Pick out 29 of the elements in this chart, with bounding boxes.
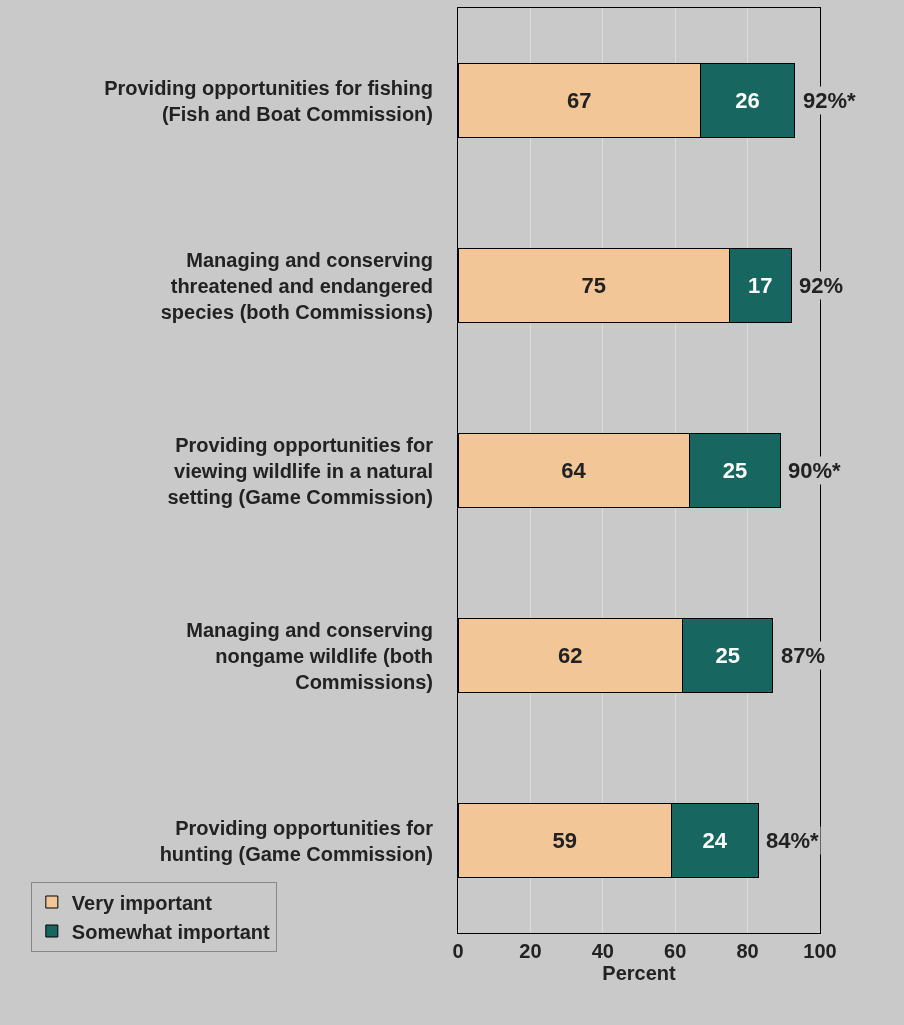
x-tick-label: 20 (519, 940, 542, 962)
data-label: 75 (581, 273, 606, 298)
total-label: 90%* (788, 458, 842, 483)
x-tick-label: 80 (736, 940, 759, 962)
legend-label: Very important (71, 891, 213, 914)
y-tick-label: Providing opportunities for viewing wildlife in a natural setting (Game Commission) (167, 433, 434, 508)
legend-label: Somewhat important (71, 920, 270, 943)
x-tick-label: 0 (452, 940, 464, 962)
x-axis-title: Percent (602, 962, 677, 984)
data-label: 62 (557, 643, 583, 668)
y-tick-label: Providing opportunities for hunting (Game Commission) (159, 816, 434, 865)
total-label: 84%* (766, 828, 820, 853)
y-tick-label: Managing and conserving threatened and endangered species (both Commissions) (160, 248, 433, 323)
data-label: 26 (735, 88, 760, 113)
y-tick-label: Providing opportunities for fishing (Fish and Boat Commission) (104, 76, 433, 125)
data-label: 24 (702, 828, 728, 853)
total-label: 87% (781, 643, 826, 668)
data-label: 25 (715, 643, 740, 668)
data-label: 17 (748, 273, 773, 298)
data-label: 64 (561, 458, 587, 483)
data-label: 67 (567, 88, 592, 113)
y-tick-label: Managing and conserving nongame wildlife (both Commissions) (186, 618, 433, 693)
x-tick-label: 100 (803, 940, 837, 962)
x-tick-label: 40 (591, 940, 614, 962)
total-label: 92% (799, 273, 844, 298)
data-label: 59 (552, 828, 578, 853)
total-label: 92%* (803, 88, 857, 113)
x-tick-label: 60 (664, 940, 687, 962)
data-label: 25 (722, 458, 748, 483)
